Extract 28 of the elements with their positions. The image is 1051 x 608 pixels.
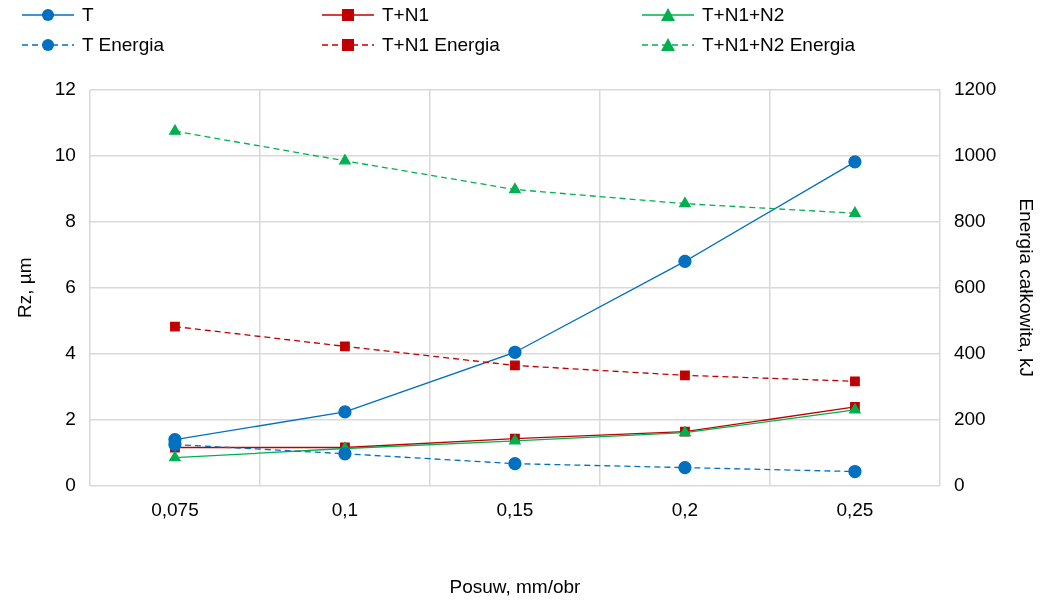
y-tick-label: 4 [65,341,77,363]
y2-tick-label: 0 [953,473,965,495]
y-tick-label: 8 [65,210,76,232]
y2-tick-label: 200 [953,407,986,429]
y-tick-label: 10 [54,144,76,166]
x-tick-label: 0,075 [151,499,199,521]
y-tick-label: 12 [54,78,76,100]
legend-label: T [82,4,94,26]
x-tick-label: 0,25 [836,499,874,521]
y2-tick-label: 1000 [953,144,997,166]
x-tick-label: 0,2 [671,499,699,521]
legend-label: T+N1 Energia [382,34,500,56]
y2-tick-label: 1200 [953,78,997,100]
y2-tick-label: 800 [953,210,986,232]
legend-label: T+N1+N2 [702,4,785,26]
legend-label: T Energia [82,34,165,56]
legend-label: T+N1 [382,4,429,26]
x-axis-title: Posuw, mm/obr [449,575,582,597]
y2-tick-label: 400 [953,341,986,363]
y2-tick-label: 600 [953,275,986,297]
x-tick-label: 0,15 [496,499,534,521]
y-tick-label: 2 [65,407,76,429]
y-tick-label: 6 [65,275,76,297]
y2-axis-title: Energia całkowita, kJ [1016,198,1038,377]
legend-label: T+N1+N2 Energia [702,34,856,56]
y-tick-label: 0 [65,473,76,495]
x-tick-label: 0,1 [331,499,359,521]
y-axis-title: Rz, µm [13,257,35,318]
